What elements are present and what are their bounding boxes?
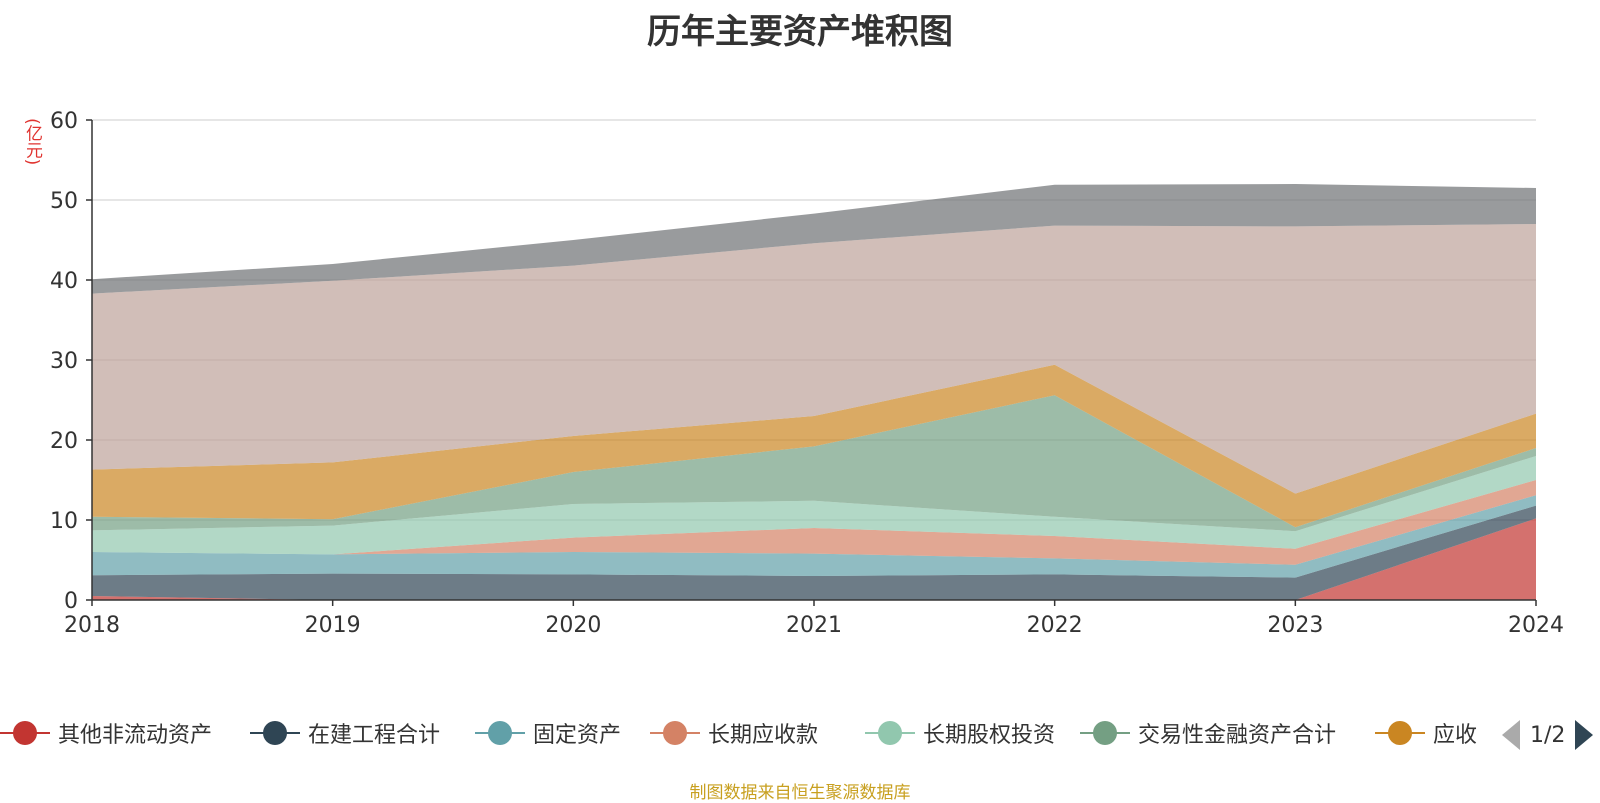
legend-label: 应收: [1433, 723, 1478, 748]
legend-symbol-icon: [475, 716, 525, 750]
y-tick-label: 20: [50, 429, 78, 454]
x-tick-label: 2019: [305, 613, 361, 638]
legend-label: 长期股权投资: [923, 723, 1056, 748]
legend-symbol-icon: [650, 716, 700, 750]
x-tick-label: 2018: [64, 613, 120, 638]
legend-label: 在建工程合计: [308, 723, 441, 748]
legend-item[interactable]: 交易性金融资产合计: [1080, 716, 1336, 750]
area-series-7: [92, 224, 1536, 494]
y-tick-label: 0: [64, 589, 78, 614]
y-tick-label: 60: [50, 109, 78, 134]
x-tick-label: 2024: [1508, 613, 1564, 638]
legend-item[interactable]: 固定资产: [475, 716, 621, 750]
chart-title: 历年主要资产堆积图: [647, 12, 953, 52]
legend-symbol-icon: [865, 716, 915, 750]
x-tick-label: 2023: [1267, 613, 1323, 638]
area-series-2: [92, 495, 1536, 578]
y-tick-label: 40: [50, 269, 78, 294]
area-series-3: [92, 480, 1536, 565]
legend-label: 交易性金融资产合计: [1138, 723, 1337, 748]
y-tick-label: 50: [50, 189, 78, 214]
legend-item[interactable]: 其他非流动资产: [0, 716, 212, 750]
data-source-note: 制图数据来自恒生聚源数据库: [689, 783, 911, 803]
legend-label: 长期应收款: [708, 723, 819, 748]
legend-item[interactable]: 长期股权投资: [865, 716, 1055, 750]
area-series-8: [92, 184, 1536, 294]
legend-symbol-icon: [250, 716, 300, 750]
x-tick-label: 2020: [545, 613, 601, 638]
legend-item[interactable]: 应收: [1375, 716, 1477, 750]
legend-page-indicator: 1/2: [1530, 722, 1566, 748]
x-tick-label: 2022: [1027, 613, 1083, 638]
area-series-6: [92, 364, 1536, 528]
legend-symbol-icon: [1080, 716, 1130, 750]
legend: 其他非流动资产 在建工程合计 固定资产 长期应收款 长期股权投资 交易性金融资产合计 应收: [0, 716, 1600, 750]
x-tick-label: 2021: [786, 613, 842, 638]
legend-item[interactable]: 长期应收款: [650, 716, 818, 750]
legend-pager: 1/2: [1502, 718, 1594, 752]
y-tick-label: 30: [50, 349, 78, 374]
legend-item[interactable]: 在建工程合计: [250, 716, 440, 750]
area-series-0: [92, 518, 1536, 600]
y-axis-unit: (亿元): [22, 118, 42, 166]
legend-label: 其他非流动资产: [58, 723, 213, 748]
legend-label: 固定资产: [533, 723, 622, 748]
legend-symbol-icon: [1375, 716, 1425, 750]
area-series-1: [92, 505, 1536, 600]
legend-next-page-icon[interactable]: [1575, 720, 1594, 750]
area-chart: 0 10 20 30 40 50 60 2018 2019 2020 2021 2022 2023 202…: [50, 109, 1564, 638]
area-series-4: [92, 456, 1536, 555]
area-series-5: [92, 395, 1536, 532]
legend-prev-page-icon[interactable]: [1502, 720, 1520, 750]
legend-symbol-icon: [0, 716, 50, 750]
y-tick-label: 10: [50, 509, 78, 534]
